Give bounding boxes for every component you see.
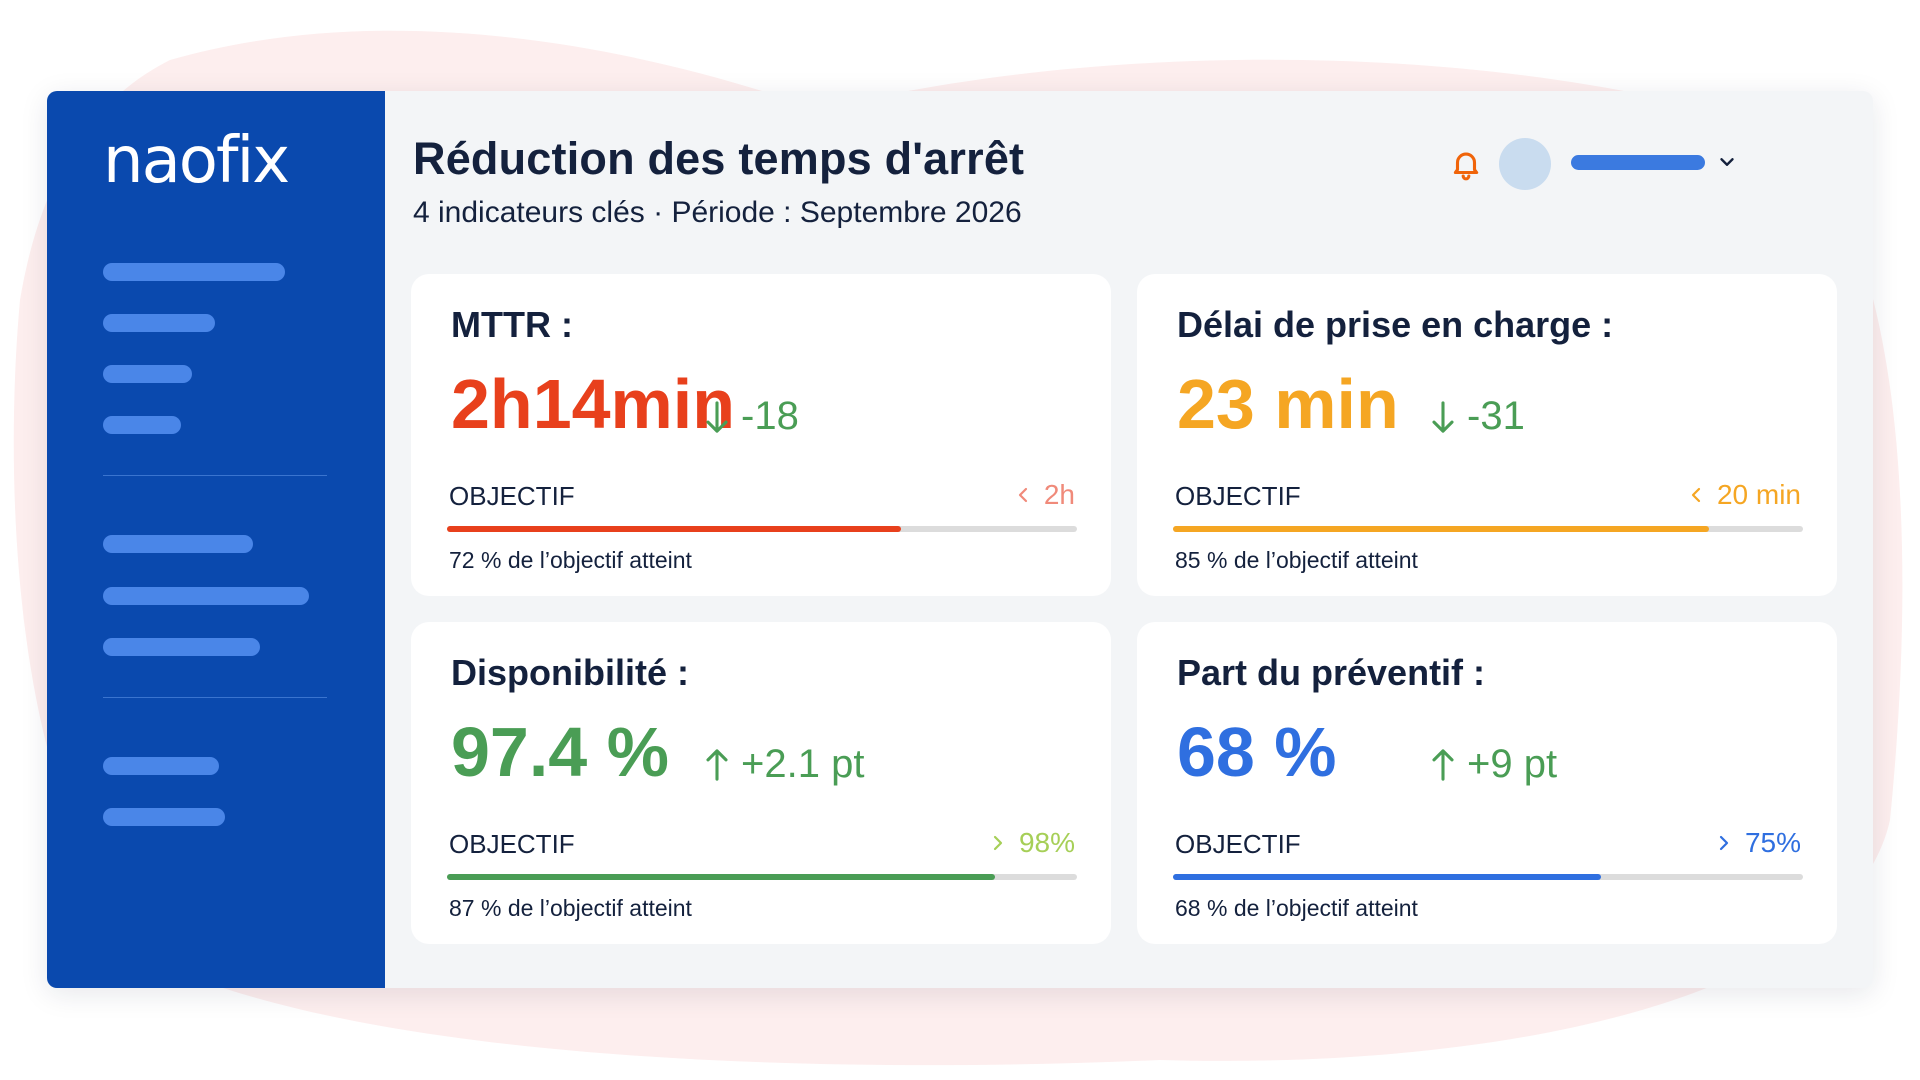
- progress-bar: [447, 874, 1077, 880]
- kpi-delta: -18: [703, 394, 799, 439]
- kpi-delta-value: +9 pt: [1467, 742, 1558, 786]
- arrow-down-icon: [1432, 400, 1454, 433]
- objective-label: OBJECTIF: [449, 481, 575, 511]
- objective-label: OBJECTIF: [1175, 829, 1301, 859]
- chevron-left-icon: [1018, 487, 1027, 503]
- bell-icon[interactable]: [1449, 147, 1483, 181]
- kpi-delta: +2.1 pt: [703, 742, 864, 787]
- kpi-value: 68 %: [1177, 713, 1337, 791]
- chevron-right-icon: [993, 835, 1003, 851]
- kpi-card-mttr[interactable]: MTTR : 2h14min -18 OBJECTIF 2h 72 % de l…: [411, 274, 1111, 596]
- arrow-up-icon: [706, 748, 728, 781]
- sidebar-item-6[interactable]: [103, 587, 309, 605]
- kpi-value: 2h14min: [451, 365, 735, 443]
- progress-bar: [447, 526, 1077, 532]
- objective-label: OBJECTIF: [449, 829, 575, 859]
- main-content: Réduction des temps d'arrêt 4 indicateur…: [385, 91, 1873, 988]
- objective-target-value: 2h: [1043, 479, 1075, 510]
- kpi-value: 23 min: [1177, 365, 1399, 443]
- kpi-title: Délai de prise en charge :: [1177, 304, 1614, 345]
- kpi-card-disponibilite[interactable]: Disponibilité : 97.4 % +2.1 pt OBJECTIF …: [411, 622, 1111, 944]
- objective-target-value: 20 min: [1716, 479, 1801, 510]
- kpi-delta: -31: [1429, 394, 1525, 439]
- kpi-title: MTTR :: [451, 304, 573, 345]
- objective-target: 20 min: [1689, 479, 1801, 511]
- objective-label: OBJECTIF: [1175, 481, 1301, 511]
- sidebar-item-5[interactable]: [103, 535, 253, 553]
- arrow-down-icon: [706, 400, 728, 433]
- kpi-delta-value: +2.1 pt: [741, 742, 865, 786]
- kpi-delta-value: -31: [1467, 394, 1525, 438]
- avatar[interactable]: [1499, 138, 1551, 190]
- objective-target: 2h: [1016, 479, 1075, 511]
- sidebar-divider: [103, 475, 327, 476]
- app-window: naofix Réduction des temps d'arrêt 4 ind…: [47, 91, 1873, 988]
- progress-fill: [1173, 526, 1709, 532]
- progress-caption: 87 % de l’objectif atteint: [449, 895, 692, 921]
- progress-caption: 85 % de l’objectif atteint: [1175, 547, 1418, 573]
- kpi-value: 97.4 %: [451, 713, 669, 791]
- sidebar-item-7[interactable]: [103, 638, 260, 656]
- kpi-delta-value: -18: [741, 394, 799, 438]
- chevron-right-icon: [1719, 835, 1729, 851]
- sidebar-item-3[interactable]: [103, 365, 192, 383]
- progress-caption: 68 % de l’objectif atteint: [1175, 895, 1418, 921]
- sidebar-item-8[interactable]: [103, 757, 219, 775]
- sidebar-divider: [103, 697, 327, 698]
- chevron-down-icon[interactable]: [1716, 151, 1738, 173]
- objective-target-value: 75%: [1744, 827, 1801, 858]
- user-name-placeholder[interactable]: [1571, 155, 1705, 170]
- chevron-left-icon: [1691, 487, 1701, 503]
- objective-target-value: 98%: [1018, 827, 1075, 858]
- objective-target: 75%: [1717, 827, 1801, 859]
- kpi-title: Part du préventif :: [1177, 652, 1486, 693]
- progress-fill: [447, 874, 996, 880]
- sidebar-item-1[interactable]: [103, 263, 285, 281]
- kpi-card-delai[interactable]: Délai de prise en charge : 23 min -31 OB…: [1137, 274, 1837, 596]
- sidebar-item-4[interactable]: [103, 416, 181, 434]
- sidebar-item-2[interactable]: [103, 314, 215, 332]
- page-title: Réduction des temps d'arrêt: [413, 133, 1025, 184]
- progress-bar: [1173, 874, 1803, 880]
- kpi-delta: +9 pt: [1429, 742, 1557, 787]
- sidebar-item-9[interactable]: [103, 808, 225, 826]
- naofix-logo[interactable]: naofix: [103, 124, 290, 198]
- objective-target: 98%: [991, 827, 1075, 859]
- arrow-up-icon: [1432, 748, 1454, 781]
- progress-fill: [1173, 874, 1602, 880]
- kpi-title: Disponibilité :: [451, 652, 689, 693]
- progress-fill: [447, 526, 901, 532]
- progress-bar: [1173, 526, 1803, 532]
- kpi-card-preventif[interactable]: Part du préventif : 68 % +9 pt OBJECTIF …: [1137, 622, 1837, 944]
- progress-caption: 72 % de l’objectif atteint: [449, 547, 692, 573]
- sidebar: naofix: [47, 91, 385, 988]
- page-subtitle: 4 indicateurs clés · Période : Septembre…: [413, 196, 1022, 229]
